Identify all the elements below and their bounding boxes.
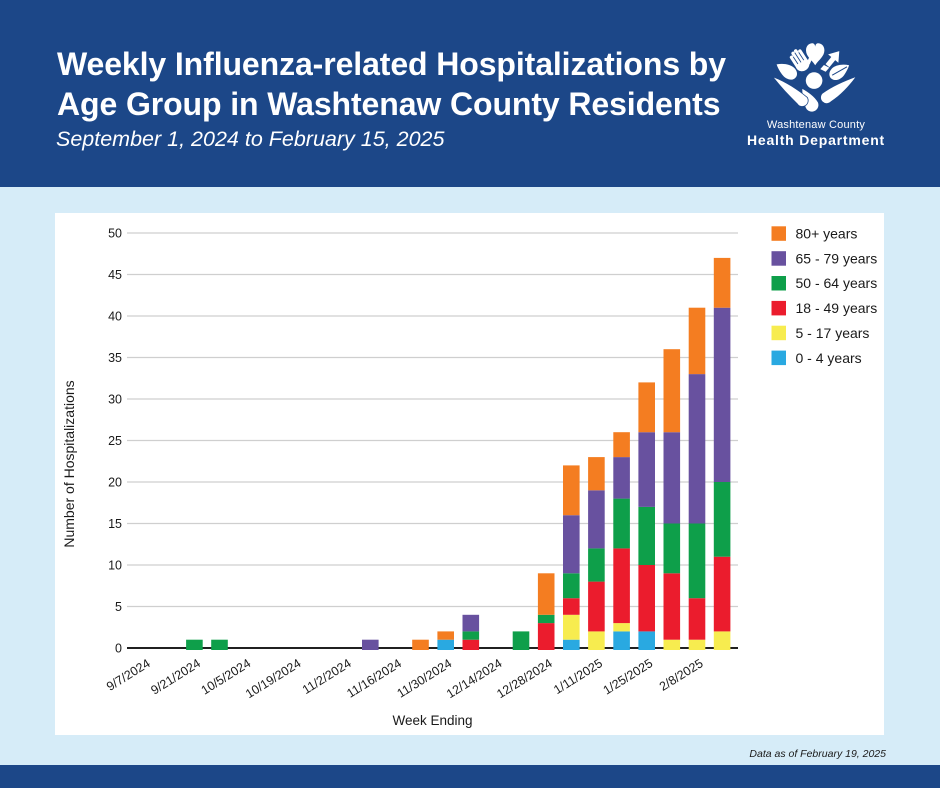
svg-text:5: 5 — [115, 600, 122, 614]
svg-text:9/7/2024: 9/7/2024 — [104, 656, 153, 694]
svg-text:18 - 49 years: 18 - 49 years — [796, 300, 878, 316]
svg-text:35: 35 — [108, 351, 122, 365]
svg-text:2/8/2025: 2/8/2025 — [657, 656, 706, 694]
svg-text:20: 20 — [108, 476, 122, 490]
svg-text:Number of Hospitalizations: Number of Hospitalizations — [61, 380, 77, 547]
svg-text:25: 25 — [108, 434, 122, 448]
svg-text:10: 10 — [108, 559, 122, 573]
svg-text:1/11/2025: 1/11/2025 — [551, 656, 605, 697]
svg-text:10/19/2024: 10/19/2024 — [243, 656, 304, 701]
svg-text:12/14/2024: 12/14/2024 — [444, 656, 505, 701]
svg-text:0 - 4 years: 0 - 4 years — [796, 350, 862, 366]
svg-text:12/28/2024: 12/28/2024 — [494, 656, 555, 701]
svg-text:1/25/2025: 1/25/2025 — [601, 656, 656, 697]
svg-text:50 - 64 years: 50 - 64 years — [796, 275, 878, 291]
svg-text:0: 0 — [115, 642, 122, 656]
svg-text:45: 45 — [108, 268, 122, 282]
svg-text:11/30/2024: 11/30/2024 — [395, 656, 455, 701]
svg-text:15: 15 — [108, 517, 122, 531]
svg-text:5 - 17 years: 5 - 17 years — [796, 325, 870, 341]
svg-text:Week Ending: Week Ending — [392, 713, 472, 728]
svg-text:40: 40 — [108, 310, 122, 324]
svg-text:30: 30 — [108, 393, 122, 407]
svg-text:9/21/2024: 9/21/2024 — [148, 656, 203, 697]
svg-text:11/16/2024: 11/16/2024 — [344, 656, 404, 701]
svg-text:50: 50 — [108, 227, 122, 241]
svg-text:65 - 79 years: 65 - 79 years — [796, 250, 878, 266]
svg-text:80+ years: 80+ years — [796, 226, 858, 242]
